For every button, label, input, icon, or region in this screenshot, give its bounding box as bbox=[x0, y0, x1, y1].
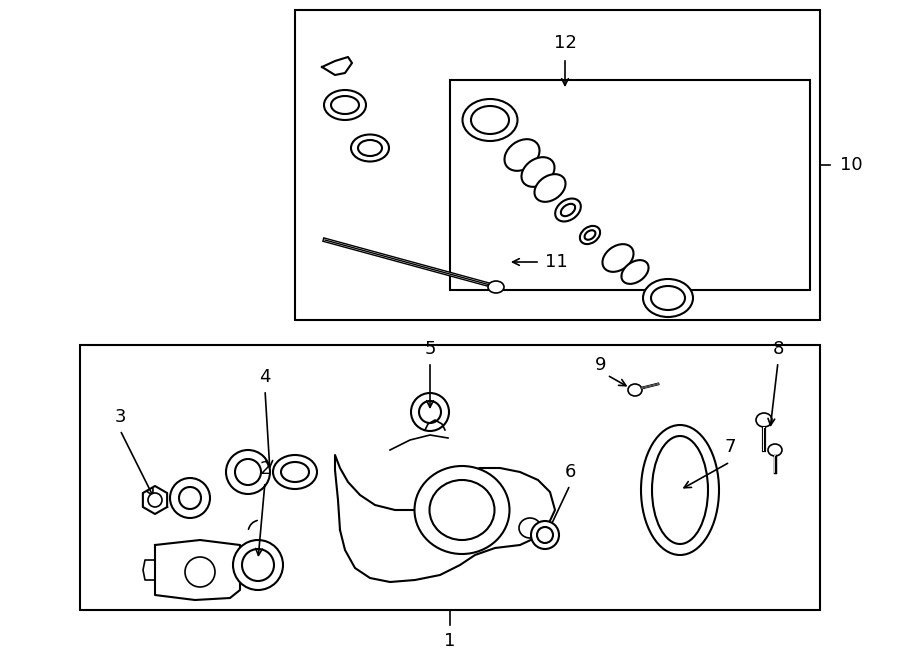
Bar bbox=[450, 80, 810, 290]
Ellipse shape bbox=[411, 393, 449, 431]
Ellipse shape bbox=[628, 384, 642, 396]
Polygon shape bbox=[155, 540, 240, 600]
Ellipse shape bbox=[602, 244, 634, 272]
Text: 9: 9 bbox=[595, 356, 606, 374]
Ellipse shape bbox=[580, 226, 600, 244]
Ellipse shape bbox=[521, 157, 554, 187]
Ellipse shape bbox=[488, 281, 504, 293]
Ellipse shape bbox=[621, 260, 649, 284]
Ellipse shape bbox=[555, 198, 580, 221]
Ellipse shape bbox=[170, 478, 210, 518]
Ellipse shape bbox=[652, 436, 708, 544]
Text: 12: 12 bbox=[554, 34, 576, 52]
Polygon shape bbox=[322, 57, 352, 75]
Ellipse shape bbox=[429, 480, 494, 540]
Ellipse shape bbox=[273, 455, 317, 489]
Text: 1: 1 bbox=[445, 632, 455, 650]
Ellipse shape bbox=[756, 413, 772, 427]
Ellipse shape bbox=[519, 518, 541, 538]
Ellipse shape bbox=[768, 444, 782, 456]
Ellipse shape bbox=[242, 549, 274, 581]
Text: 8: 8 bbox=[772, 340, 784, 358]
Text: 10: 10 bbox=[840, 156, 862, 174]
Ellipse shape bbox=[419, 401, 441, 423]
Ellipse shape bbox=[561, 204, 575, 216]
Text: 7: 7 bbox=[724, 438, 736, 456]
Text: 4: 4 bbox=[259, 368, 271, 386]
Ellipse shape bbox=[324, 90, 366, 120]
Ellipse shape bbox=[641, 425, 719, 555]
Ellipse shape bbox=[185, 557, 215, 587]
Ellipse shape bbox=[463, 99, 518, 141]
Text: 3: 3 bbox=[114, 408, 126, 426]
Bar bbox=[80, 345, 820, 610]
Ellipse shape bbox=[351, 134, 389, 161]
Bar bbox=[295, 10, 820, 320]
Ellipse shape bbox=[415, 466, 509, 554]
Ellipse shape bbox=[148, 493, 162, 507]
Ellipse shape bbox=[358, 140, 382, 156]
Ellipse shape bbox=[505, 139, 539, 171]
Ellipse shape bbox=[531, 521, 559, 549]
Ellipse shape bbox=[471, 106, 509, 134]
Ellipse shape bbox=[179, 487, 201, 509]
Ellipse shape bbox=[651, 286, 685, 310]
Ellipse shape bbox=[235, 459, 261, 485]
Text: 11: 11 bbox=[545, 253, 568, 271]
Ellipse shape bbox=[226, 450, 270, 494]
Ellipse shape bbox=[233, 540, 283, 590]
Ellipse shape bbox=[281, 462, 309, 482]
Text: 6: 6 bbox=[564, 463, 576, 481]
Ellipse shape bbox=[331, 96, 359, 114]
Text: 5: 5 bbox=[424, 340, 436, 358]
Ellipse shape bbox=[643, 279, 693, 317]
Polygon shape bbox=[335, 455, 555, 582]
Ellipse shape bbox=[535, 174, 565, 202]
Text: 2: 2 bbox=[259, 460, 271, 478]
Ellipse shape bbox=[585, 230, 596, 240]
Ellipse shape bbox=[537, 527, 553, 543]
Polygon shape bbox=[143, 486, 167, 514]
